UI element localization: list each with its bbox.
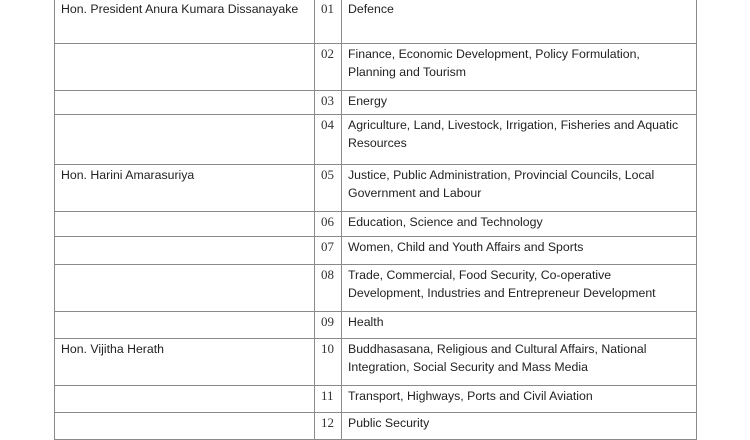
subject-cell: Women, Child and Youth Affairs and Sport…	[341, 236, 697, 265]
number-cell: 03	[314, 90, 342, 115]
number-cell: 06	[314, 211, 342, 237]
minister-cell	[54, 90, 315, 115]
subject-cell: Trade, Commercial, Food Security, Co-ope…	[341, 264, 697, 312]
number-cell: 01	[314, 0, 342, 44]
subject-cell: Agriculture, Land, Livestock, Irrigation…	[341, 114, 697, 165]
minister-cell	[54, 211, 315, 237]
number-cell: 08	[314, 264, 342, 312]
subject-cell: Justice, Public Administration, Provinci…	[341, 164, 697, 212]
number-cell: 02	[314, 43, 342, 91]
table-row: 08 Trade, Commercial, Food Security, Co-o…	[54, 264, 697, 312]
table-row: Hon. Harini Amarasuriya 05 Justice, Public…	[54, 164, 697, 212]
subject-cell: Defence	[341, 0, 697, 44]
minister-cell: Hon. Vijitha Herath	[54, 338, 315, 386]
table-row: 12 Public Security	[54, 412, 697, 440]
table-row: 09 Health	[54, 311, 697, 339]
subject-cell: Transport, Highways, Ports and Civil Avi…	[341, 385, 697, 413]
number-cell: 09	[314, 311, 342, 339]
number-cell: 11	[314, 385, 342, 413]
table-row: 02 Finance, Economic Development, Policy …	[54, 43, 697, 91]
minister-cell: Hon. Harini Amarasuriya	[54, 164, 315, 212]
number-cell: 04	[314, 114, 342, 165]
minister-cell	[54, 114, 315, 165]
minister-cell: Hon. President Anura Kumara Dissanayake	[54, 0, 315, 44]
table-row: 06 Education, Science and Technology	[54, 211, 697, 237]
number-cell: 10	[314, 338, 342, 386]
minister-cell	[54, 385, 315, 413]
minister-cell	[54, 412, 315, 440]
subject-cell: Finance, Economic Development, Policy Fo…	[341, 43, 697, 91]
subject-cell: Energy	[341, 90, 697, 115]
table-row: Hon. Vijitha Herath 10 Buddhasasana, Relig…	[54, 338, 697, 386]
table-row: 07 Women, Child and Youth Affairs and Spo…	[54, 236, 697, 265]
minister-cell	[54, 311, 315, 339]
ministry-table: Hon. President Anura Kumara Dissanayake 0…	[54, 0, 697, 440]
minister-cell	[54, 236, 315, 265]
minister-cell	[54, 43, 315, 91]
number-cell: 12	[314, 412, 342, 440]
number-cell: 05	[314, 164, 342, 212]
subject-cell: Health	[341, 311, 697, 339]
table-row: 03 Energy	[54, 90, 697, 115]
number-cell: 07	[314, 236, 342, 265]
subject-cell: Buddhasasana, Religious and Cultural Aff…	[341, 338, 697, 386]
table-row: 11 Transport, Highways, Ports and Civil A…	[54, 385, 697, 413]
table-row: 04 Agriculture, Land, Livestock, Irrigati…	[54, 114, 697, 165]
subject-cell: Public Security	[341, 412, 697, 440]
subject-cell: Education, Science and Technology	[341, 211, 697, 237]
minister-cell	[54, 264, 315, 312]
table-row: Hon. President Anura Kumara Dissanayake 0…	[54, 0, 697, 44]
